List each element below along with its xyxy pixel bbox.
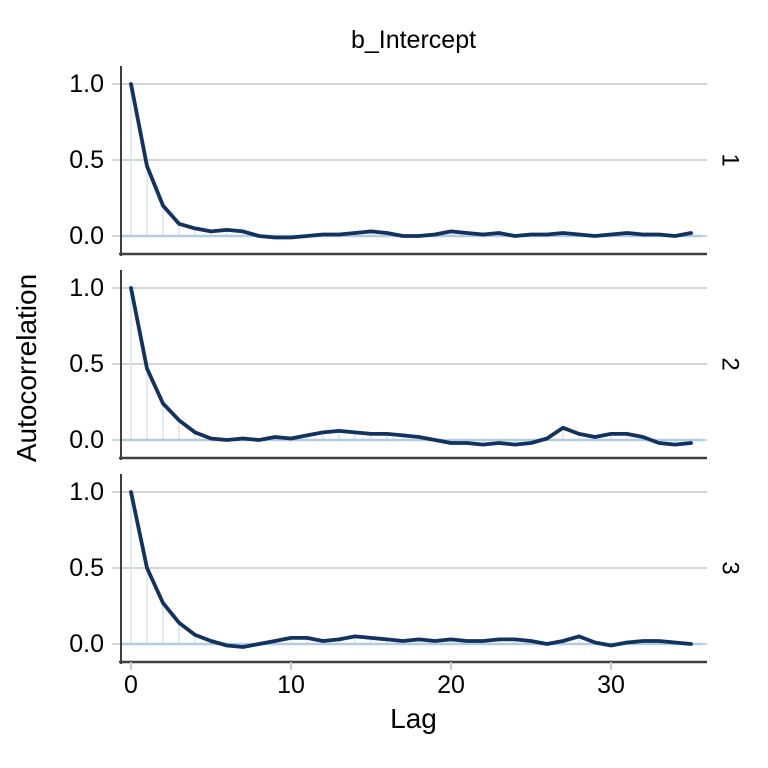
y-tick-label: 0.0 xyxy=(69,630,104,658)
x-axis-title: Lag xyxy=(390,703,437,734)
y-tick-label: 1.0 xyxy=(69,70,104,98)
acf-panel-chain-2 xyxy=(112,270,707,460)
y-tick-label: 0.5 xyxy=(69,146,104,174)
y-tick-label: 1.0 xyxy=(69,478,104,506)
x-tick-mark xyxy=(290,662,292,670)
acf-panel-chain-3 xyxy=(112,474,707,664)
facet-strip-text: 1 xyxy=(716,152,744,167)
x-tick-label: 0 xyxy=(124,671,138,699)
acf-panel-chain-1 xyxy=(112,66,707,256)
facet-strip-label: 3 xyxy=(714,474,746,661)
facet-strip-label: 2 xyxy=(714,270,746,457)
acf-line xyxy=(129,286,693,447)
y-tick-label: 0.5 xyxy=(69,350,104,378)
y-tick-label: 1.0 xyxy=(69,274,104,302)
x-tick-label: 20 xyxy=(437,671,465,699)
x-tick-mark xyxy=(130,662,132,670)
plot-title: b_Intercept xyxy=(350,26,477,54)
x-tick-label: 10 xyxy=(277,671,305,699)
acf-line xyxy=(129,82,693,240)
facet-strip-label: 1 xyxy=(714,66,746,253)
y-tick-label: 0.5 xyxy=(69,554,104,582)
acf-line xyxy=(129,490,693,649)
facet-strip-text: 3 xyxy=(716,560,744,575)
x-tick-label: 30 xyxy=(597,671,625,699)
x-tick-mark xyxy=(610,662,612,670)
y-tick-label: 0.0 xyxy=(69,222,104,250)
x-tick-mark xyxy=(450,662,452,670)
facet-strip-text: 2 xyxy=(716,356,744,371)
y-tick-label: 0.0 xyxy=(69,426,104,454)
